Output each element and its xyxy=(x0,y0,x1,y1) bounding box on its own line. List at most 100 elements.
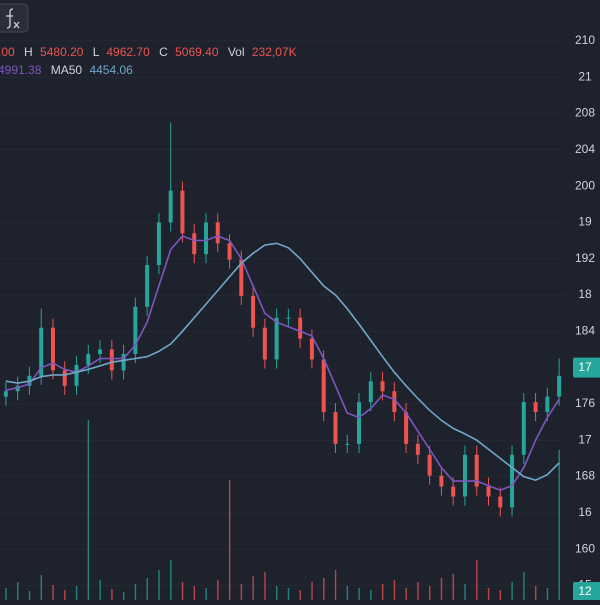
volume-badge-label: 12 xyxy=(578,584,592,598)
volume-bar xyxy=(205,588,207,600)
candle-body xyxy=(415,443,420,455)
volume-bar xyxy=(193,586,196,600)
ma-layer xyxy=(5,235,560,492)
y-tick-label: 19 xyxy=(578,215,592,229)
y-tick-label: 204 xyxy=(575,142,595,156)
candle-body xyxy=(321,359,326,413)
volume-bar xyxy=(122,592,125,600)
candle-body xyxy=(392,391,397,413)
candle-body xyxy=(227,243,232,260)
volume-bar xyxy=(440,578,443,600)
price-axis: 2102120820420019192181841761716816160151… xyxy=(565,0,600,602)
volume-bar xyxy=(240,584,243,600)
candle-body xyxy=(15,385,20,392)
y-tick-label: 17 xyxy=(578,432,592,446)
button-frame[interactable] xyxy=(0,3,29,33)
candle-body xyxy=(145,265,150,307)
volume-bar xyxy=(429,586,431,600)
candle-body xyxy=(439,475,444,487)
legend-ma-slow: 4454.06 xyxy=(89,63,133,77)
volume-bar xyxy=(323,578,325,600)
candle-body xyxy=(368,381,373,403)
volume-bar xyxy=(64,590,66,600)
candle-body xyxy=(557,375,562,397)
volume-bar xyxy=(299,590,301,600)
legend-value: 5480.20 xyxy=(40,45,84,59)
legend-value: 232,07K xyxy=(252,45,297,59)
grid xyxy=(0,40,565,586)
y-tick-label: 184 xyxy=(575,323,595,337)
candle-body xyxy=(345,443,350,445)
volume-bar xyxy=(334,570,337,600)
candle-body xyxy=(39,327,44,376)
candle-body xyxy=(50,327,55,371)
candle-body xyxy=(498,496,503,508)
volume-bar xyxy=(476,560,478,600)
volume-bar xyxy=(111,589,113,600)
volume-bar xyxy=(5,588,7,600)
volume-bar xyxy=(287,588,290,600)
candle-body xyxy=(74,364,79,386)
function-button[interactable] xyxy=(0,3,29,33)
candle-body xyxy=(309,338,314,360)
volume-bar xyxy=(487,588,490,600)
legend-label: MA50 xyxy=(51,63,83,77)
volume-bar xyxy=(52,585,54,600)
price-badge-label: 17 xyxy=(578,360,592,374)
volume-bar xyxy=(346,586,349,600)
ma-fast-line xyxy=(5,235,560,492)
volume-badge xyxy=(573,582,600,602)
legend-label: L xyxy=(93,45,100,59)
legend-value: 5069.40 xyxy=(175,45,219,59)
legend-value: 4962.70 xyxy=(106,45,150,59)
legend-label: H xyxy=(24,45,33,59)
volume-bar xyxy=(181,582,184,600)
legend-ma-fast: 4991.38 xyxy=(0,63,42,77)
volume-bar xyxy=(17,582,19,600)
y-tick-label: 210 xyxy=(575,33,595,47)
axis-background xyxy=(565,0,600,600)
volume-bar xyxy=(264,572,266,600)
candle-body xyxy=(404,412,409,444)
volume-bar xyxy=(523,572,525,600)
candle-body xyxy=(251,295,256,328)
candle-body xyxy=(545,396,550,413)
candle-body xyxy=(156,222,161,266)
candle-body xyxy=(474,454,479,487)
candle-body xyxy=(168,190,173,223)
y-tick-label: 200 xyxy=(575,178,595,192)
volume-bar xyxy=(217,580,219,600)
candle-body xyxy=(133,306,138,355)
candle-body xyxy=(486,486,491,497)
legend-ma: 4991.38 MA50 4454.06 xyxy=(0,63,133,77)
candle-body xyxy=(510,454,515,508)
legend-label: C xyxy=(159,45,168,59)
volume-bar xyxy=(252,576,254,600)
volume-bar xyxy=(534,586,537,600)
ma-slow-line xyxy=(5,242,560,482)
volume-bar xyxy=(146,578,148,600)
candle-body xyxy=(427,454,432,476)
volume-bar xyxy=(464,584,466,600)
volume-bar xyxy=(276,586,278,600)
candle-body xyxy=(98,349,103,355)
candle-body xyxy=(215,222,220,244)
candle-body xyxy=(298,317,303,339)
fx-icon xyxy=(6,8,20,29)
volume-bar xyxy=(87,420,90,600)
volume-bar xyxy=(358,588,360,600)
volume-bar xyxy=(28,591,31,600)
candle-body xyxy=(180,190,185,234)
candle-body xyxy=(286,317,291,319)
volume-bar xyxy=(499,590,502,600)
candle-body xyxy=(333,412,338,444)
volume-bar xyxy=(381,584,384,600)
y-tick-label: 18 xyxy=(578,287,592,301)
candle-body xyxy=(62,370,67,386)
volume-bar xyxy=(311,582,313,600)
candle-body xyxy=(262,327,267,360)
candle-body xyxy=(462,454,467,497)
candle-body xyxy=(121,354,126,371)
y-tick-label: 208 xyxy=(575,106,595,120)
